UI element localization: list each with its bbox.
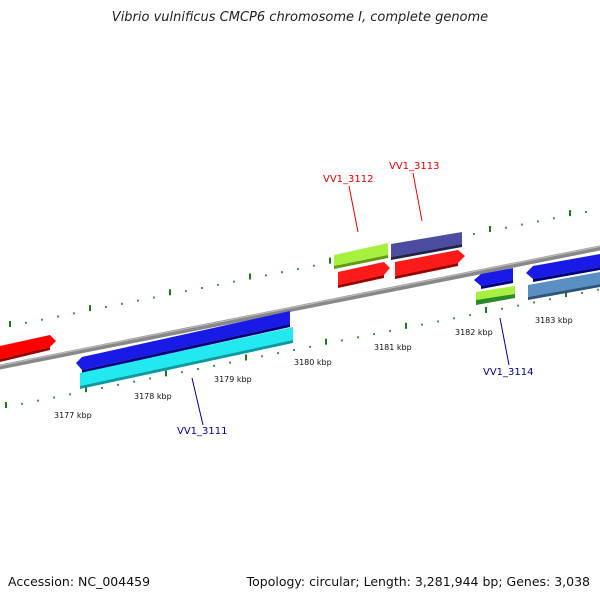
gene-feature-vv1-3112-red[interactable] <box>338 262 390 285</box>
tick-label: 3177 kbp <box>54 411 92 420</box>
callout-line-vv1-3112 <box>348 185 359 233</box>
gene-feature-vv1-3112-lime[interactable] <box>334 243 388 266</box>
callout-line-vv1-3111 <box>191 377 204 426</box>
gene-feature-shadow <box>481 280 513 289</box>
tick-label: 3182 kbp <box>455 328 493 337</box>
gene-feature-vv1-3114-green[interactable] <box>476 294 515 305</box>
gene-feature-shadow <box>80 340 293 389</box>
chromosome-backbone-highlight <box>0 245 600 367</box>
gene-feature-vv1-3113-slate[interactable] <box>391 232 462 257</box>
gene-feature-vv1-3113-red[interactable] <box>395 250 465 276</box>
tick-label: 3181 kbp <box>374 343 412 352</box>
gene-labels: VV1_3111 VV1_3112 VV1_3113 VV1_3114 <box>177 161 534 437</box>
gene-feature-shadow <box>528 284 600 300</box>
gene-feature-shadow <box>338 275 384 288</box>
gene-label-vv1-3111[interactable]: VV1_3111 <box>177 426 228 437</box>
gene-label-vv1-3112[interactable]: VV1_3112 <box>323 174 374 185</box>
chromosome-backbone <box>0 245 600 370</box>
gene-feature-vv1-3111-cyan[interactable] <box>80 327 293 386</box>
gene-feature-shadow <box>82 324 290 373</box>
page-title: Vibrio vulnificus CMCP6 chromosome I, co… <box>111 10 489 25</box>
gene-feature-shadow <box>395 263 458 279</box>
gene-feature-vv1-3114-lime[interactable] <box>476 286 515 300</box>
gene-feature-blue-right[interactable] <box>526 254 600 279</box>
gene-feature-shadow <box>533 267 600 282</box>
gene-feature-shadow <box>334 255 388 269</box>
genome-stats-text: Topology: circular; Length: 3,281,944 bp… <box>246 574 590 589</box>
callout-line-vv1-3114 <box>499 317 510 366</box>
tick-label: 3178 kbp <box>134 392 172 401</box>
gene-feature-vv1-3114-blue[interactable] <box>474 268 513 286</box>
tick-label: 3183 kbp <box>535 316 573 325</box>
gene-feature-vv1-3111-blue[interactable] <box>76 311 290 370</box>
gene-label-vv1-3114[interactable]: VV1_3114 <box>483 367 534 378</box>
accession-text: Accession: NC_004459 <box>8 574 151 589</box>
gene-feature-red[interactable] <box>0 335 56 359</box>
gene-feature-shadow <box>391 244 462 260</box>
gene-label-vv1-3113[interactable]: VV1_3113 <box>389 161 440 172</box>
gene-feature-steel-right[interactable] <box>528 272 600 297</box>
gene-features <box>0 232 600 389</box>
callout-line-vv1-3113 <box>412 172 423 222</box>
gene-feature-shadow <box>0 347 50 362</box>
tick-label: 3180 kbp <box>294 358 332 367</box>
tick-label: 3179 kbp <box>214 375 252 384</box>
tick-labels: 3177 kbp 3178 kbp 3179 kbp 3180 kbp 3181… <box>54 316 573 420</box>
